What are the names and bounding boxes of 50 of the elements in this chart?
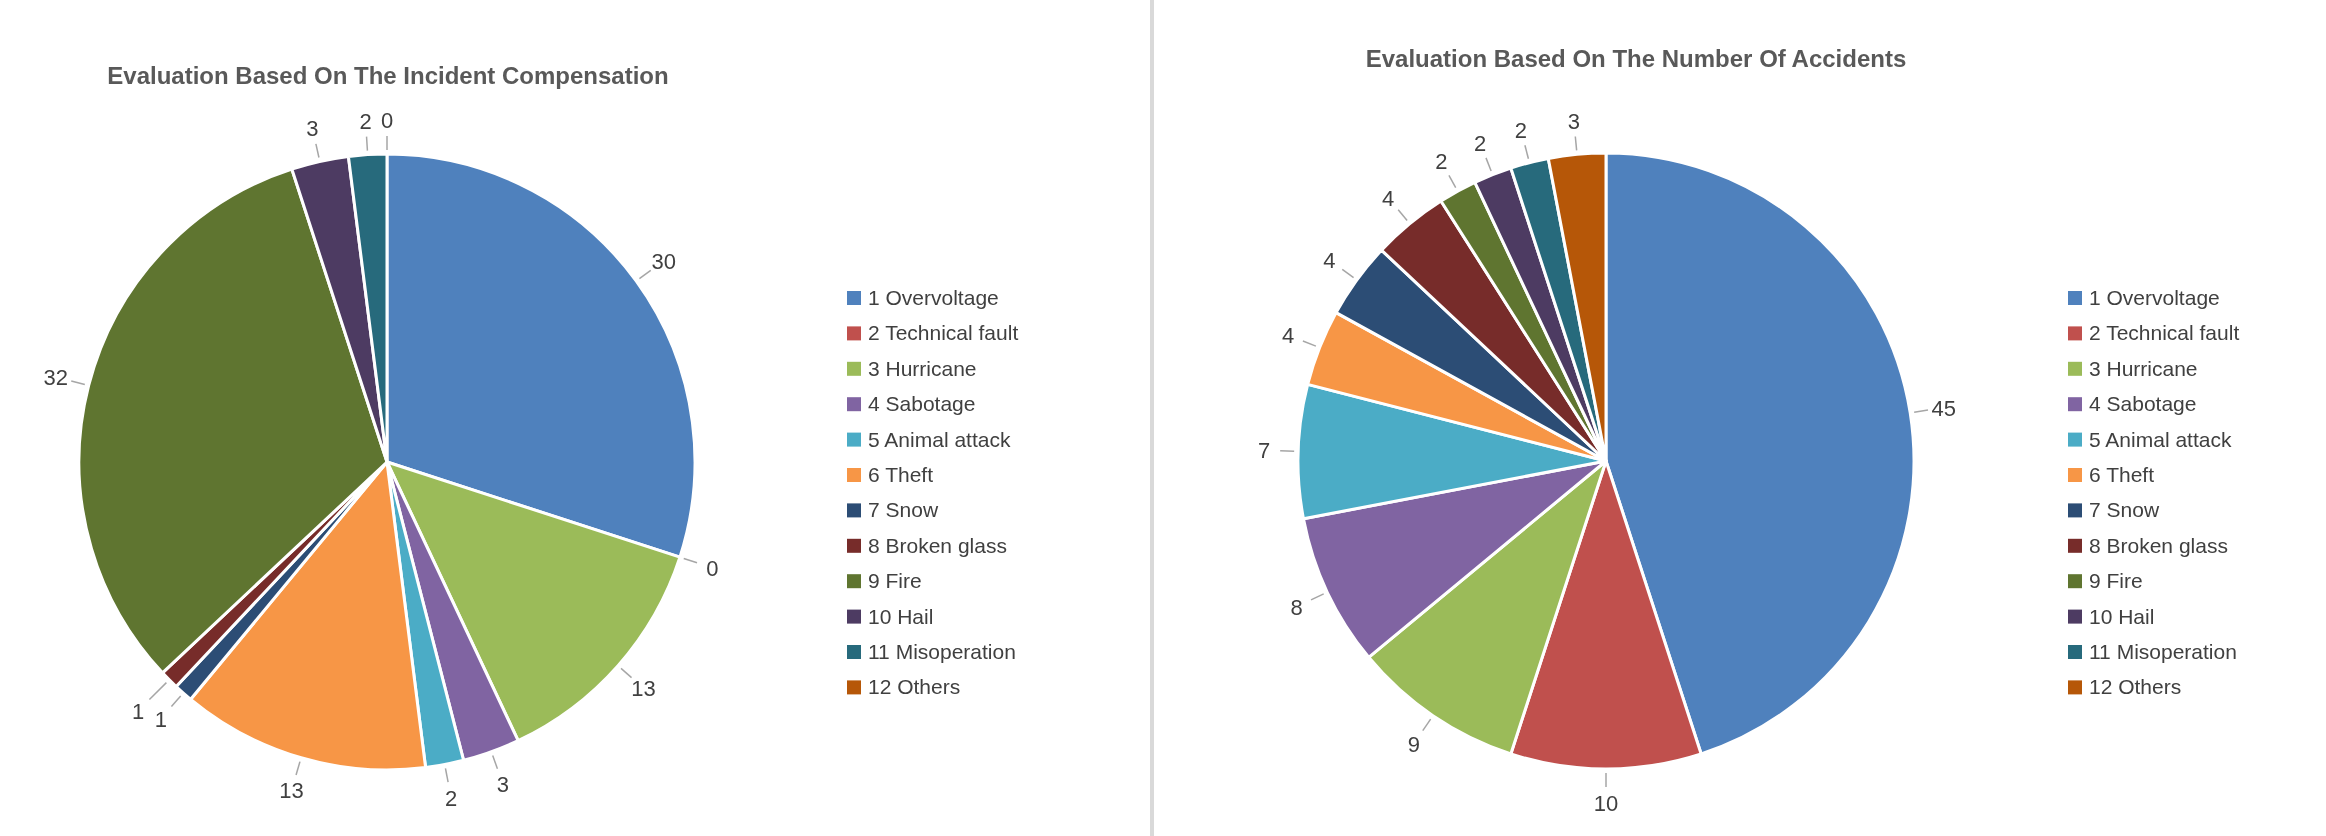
data-label: 13 [631, 676, 656, 702]
legend-label: 3 Hurricane [2089, 356, 2198, 380]
legend-label: 9 Fire [868, 569, 922, 593]
data-label: 30 [651, 248, 676, 274]
data-label: 4 [1323, 247, 1336, 273]
text: 0 [706, 555, 719, 581]
data-label: 1 [154, 706, 167, 732]
legend-label: 12 Others [2089, 675, 2182, 699]
legend-label: 5 Animal attack [868, 427, 1011, 451]
data-label: 7 [1258, 438, 1271, 464]
legend-label: 2 Technical fault [2089, 321, 2240, 345]
legend-label: 4 Sabotage [2089, 392, 2197, 416]
legend-label: 11 Misoperation [868, 640, 1016, 663]
data-label: 1 [131, 698, 145, 724]
data-label: 9 [1407, 731, 1420, 757]
data-label: 3 [306, 116, 319, 142]
data-label: 4 [1381, 185, 1395, 211]
data-label: 3 [496, 771, 509, 797]
data-label: 8 [1290, 594, 1303, 620]
legend-label: 2 Technical fault [868, 321, 1019, 345]
legend-label: 1 Overvoltage [2089, 286, 2220, 309]
data-label: 2 [444, 785, 458, 811]
legend-label: 9 Fire [2089, 569, 2143, 593]
legend-label: 1 Overvoltage [868, 286, 999, 309]
legend-label: 4 Sabotage [868, 392, 976, 416]
legend-label: 8 Broken glass [2089, 533, 2228, 557]
data-label: 2 [1473, 131, 1487, 157]
chart-title: Evaluation Based On The Number Of Accidents [1365, 45, 1907, 72]
legend-label: 6 Theft [868, 463, 934, 486]
legend-label: 12 Others [868, 675, 961, 699]
data-label: 10 [1593, 791, 1619, 816]
legend-label: 8 Broken glass [868, 533, 1007, 557]
legend-label: 10 Hail [2089, 604, 2155, 628]
legend-label: 11 Misoperation [2089, 640, 2237, 663]
legend-label: 7 Snow [868, 498, 939, 522]
data-label: 2 [359, 108, 372, 134]
data-label: 2 [1514, 117, 1528, 143]
data-label: 32 [43, 364, 68, 390]
data-label: 4 [1281, 323, 1295, 349]
data-label: 3 [1567, 108, 1580, 134]
text: 0 [380, 108, 394, 133]
legend-label: 3 Hurricane [868, 356, 977, 380]
legend-label: 5 Animal attack [2089, 427, 2232, 451]
data-label: 2 [1435, 149, 1448, 175]
legend-label: 7 Snow [2089, 498, 2160, 522]
chart-title: Evaluation Based On The Incident Compensation [107, 62, 669, 89]
data-label: 45 [1931, 395, 1957, 421]
legend-label: 6 Theft [2089, 463, 2155, 486]
legend-label: 10 Hail [868, 604, 934, 628]
data-label: 13 [279, 778, 304, 804]
